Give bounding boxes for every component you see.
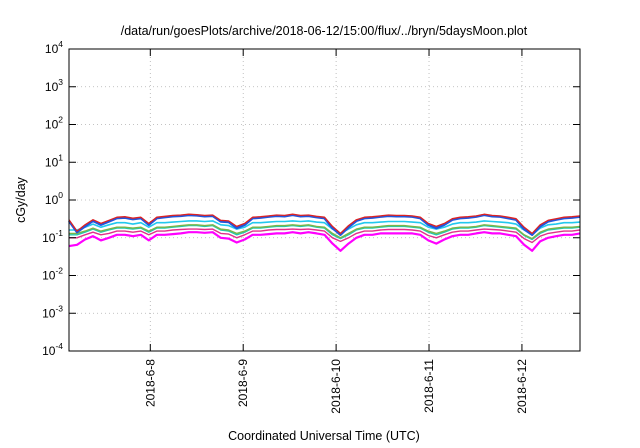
y-axis: 10-4 10-3 10-2 10-1 100 101 102 103 104 [42,39,580,358]
x-axis: 2018-6-8 2018-6-9 2018-6-10 2018-6-11 2018-6… [143,49,529,414]
x-axis-label: Coordinated Universal Time (UTC) [228,429,420,443]
y-tick-label: 100 [45,190,63,207]
x-tick-label: 2018-6-10 [329,359,343,414]
x-tick-label: 2018-6-8 [143,359,157,407]
chart-title: /data/run/goesPlots/archive/2018-06-12/1… [121,24,528,38]
series-line-5 [68,213,581,237]
y-tick-label: 103 [45,77,63,94]
series-line-3 [69,224,581,240]
y-tick-label: 104 [45,39,63,56]
data-series [68,213,581,252]
series-line-4 [69,220,581,236]
y-axis-label: cGy/day [14,176,28,223]
series-line-2 [69,224,581,241]
x-tick-label: 2018-6-11 [422,359,436,413]
y-tick-label: 10-4 [42,341,63,358]
series-line-6 [68,213,581,235]
y-tick-label: 10-1 [42,228,63,245]
series-line-1 [69,228,581,244]
y-tick-label: 102 [45,115,63,132]
y-tick-label: 101 [45,152,63,169]
x-tick-label: 2018-6-9 [236,359,250,407]
series-line-0 [68,231,581,252]
x-tick-label: 2018-6-12 [515,359,529,414]
y-tick-label: 10-3 [42,303,63,320]
y-tick-label: 10-2 [42,266,63,283]
grid-lines [69,49,580,351]
